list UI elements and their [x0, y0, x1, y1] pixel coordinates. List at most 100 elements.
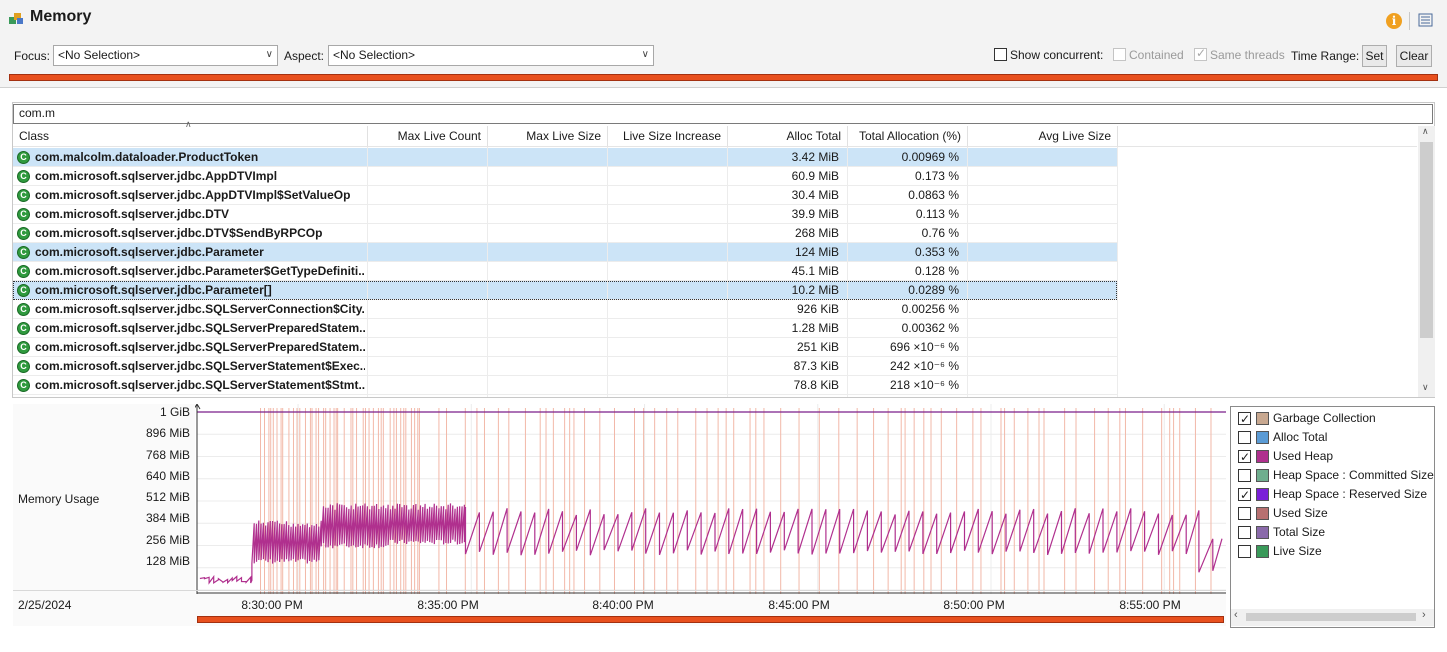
legend-label: Heap Space : Committed Size [1273, 468, 1434, 482]
total-allocation-pct: 0.113 % [915, 207, 959, 221]
total-allocation-pct: 242 ×10⁻⁶ % [890, 359, 959, 373]
legend-swatch [1256, 469, 1269, 482]
legend-checkbox[interactable]: ✓ [1238, 488, 1251, 502]
total-allocation-pct: 0.76 % [921, 226, 959, 240]
alloc-total: 39.9 MiB [791, 207, 839, 221]
axis-divider [13, 590, 1226, 591]
memory-usage-plot[interactable] [195, 404, 1226, 594]
x-tick-label: 8:50:00 PM [943, 598, 1005, 612]
class-icon: C [17, 360, 30, 373]
y-tick-label: 640 MiB [145, 468, 190, 483]
legend-scroll-thumb[interactable] [1246, 613, 1416, 621]
x-tick-label: 8:35:00 PM [417, 598, 479, 612]
legend-label: Total Size [1273, 525, 1326, 539]
column-header-avg-live-size[interactable]: Avg Live Size [968, 126, 1118, 146]
total-allocation-pct: 0.00969 % [901, 150, 959, 164]
table-scroll-thumb[interactable] [1420, 142, 1433, 338]
alloc-total: 3.42 MiB [791, 150, 839, 164]
legend-checkbox[interactable] [1238, 507, 1251, 520]
legend-checkbox[interactable] [1238, 545, 1251, 558]
class-icon: C [17, 303, 30, 316]
alloc-total: 124 MiB [794, 245, 839, 259]
chart-time-range-bar[interactable] [197, 616, 1224, 623]
column-header-max-live-size[interactable]: Max Live Size [488, 126, 608, 146]
set-button[interactable]: Set [1362, 45, 1387, 67]
class-icon: C [17, 189, 30, 202]
scroll-down-icon[interactable]: ∨ [1422, 382, 1429, 392]
class-name: com.microsoft.sqlserver.jdbc.SQLServerCo… [35, 302, 365, 316]
scroll-left-icon[interactable]: ‹ [1234, 609, 1238, 621]
memory-icon [9, 13, 23, 24]
total-allocation-pct: 0.173 % [914, 169, 959, 183]
class-icon: C [17, 208, 30, 221]
y-tick-label: 896 MiB [145, 426, 190, 441]
view-menu-icon[interactable] [1418, 13, 1433, 27]
class-name: com.microsoft.sqlserver.jdbc.SQLServerSt… [35, 359, 365, 373]
header-panel [0, 0, 1447, 88]
class-name: com.microsoft.sqlserver.jdbc.DTV [35, 207, 230, 221]
total-allocation-pct: 0.00256 % [901, 302, 959, 316]
class-name: com.malcolm.dataloader.ProductToken [35, 150, 259, 164]
time-range-bar[interactable] [9, 74, 1438, 81]
alloc-total: 10.2 MiB [791, 283, 839, 297]
legend-checkbox[interactable]: ✓ [1238, 412, 1251, 426]
same-threads-checkbox[interactable]: ✓ [1194, 46, 1207, 61]
legend-swatch [1256, 450, 1269, 463]
filter-input[interactable]: com.m [13, 104, 1433, 124]
show-concurrent-checkbox[interactable] [994, 48, 1007, 61]
class-name: com.microsoft.sqlserver.jdbc.AppDTVImpl$… [35, 188, 351, 202]
legend-label: Garbage Collection [1273, 411, 1376, 425]
total-allocation-pct: 0.353 % [914, 245, 959, 259]
column-divider [607, 147, 608, 397]
column-header-live-size-increase[interactable]: Live Size Increase [608, 126, 728, 146]
plot-background [195, 404, 1226, 594]
column-divider [847, 147, 848, 397]
legend-checkbox[interactable] [1238, 431, 1251, 444]
y-tick-label: 256 MiB [145, 532, 190, 547]
page-title: Memory [30, 8, 92, 25]
toolbar-separator [1409, 12, 1410, 30]
clear-button[interactable]: Clear [1396, 45, 1432, 67]
contained-checkbox[interactable] [1113, 48, 1126, 61]
chevron-down-icon: ∨ [641, 49, 649, 60]
column-header-total-allocation[interactable]: Total Allocation (%) [848, 126, 968, 146]
total-allocation-pct: 218 ×10⁻⁶ % [890, 378, 959, 392]
column-header-alloc-total[interactable]: Alloc Total [728, 126, 848, 146]
focus-select[interactable]: <No Selection> ∨ [53, 45, 278, 66]
legend-checkbox[interactable] [1238, 469, 1251, 482]
total-allocation-pct: 696 ×10⁻⁶ % [890, 340, 959, 354]
scroll-up-icon[interactable]: ∧ [1422, 126, 1429, 136]
column-divider [367, 147, 368, 397]
chart-y-label: Memory Usage [18, 492, 100, 506]
legend-swatch [1256, 488, 1269, 501]
class-icon: C [17, 341, 30, 354]
column-header-max-live-count[interactable]: Max Live Count [368, 126, 488, 146]
aspect-select[interactable]: <No Selection> ∨ [328, 45, 654, 66]
show-concurrent-label: Show concurrent: [1010, 48, 1104, 62]
info-icon[interactable]: i [1386, 13, 1402, 29]
same-threads-label: Same threads [1210, 48, 1285, 62]
class-name: com.microsoft.sqlserver.jdbc.Parameter[] [35, 283, 272, 297]
scroll-right-icon[interactable]: › [1422, 609, 1426, 621]
legend-checkbox[interactable] [1238, 526, 1251, 539]
legend-swatch [1256, 412, 1269, 425]
class-name: com.microsoft.sqlserver.jdbc.Parameter [35, 245, 264, 259]
legend-checkbox[interactable]: ✓ [1238, 450, 1251, 464]
legend-label: Live Size [1273, 544, 1322, 558]
y-tick-label: 384 MiB [145, 511, 190, 526]
column-header-class[interactable]: Class [13, 126, 368, 146]
class-name: com.microsoft.sqlserver.jdbc.AppDTVImpl [35, 169, 278, 183]
